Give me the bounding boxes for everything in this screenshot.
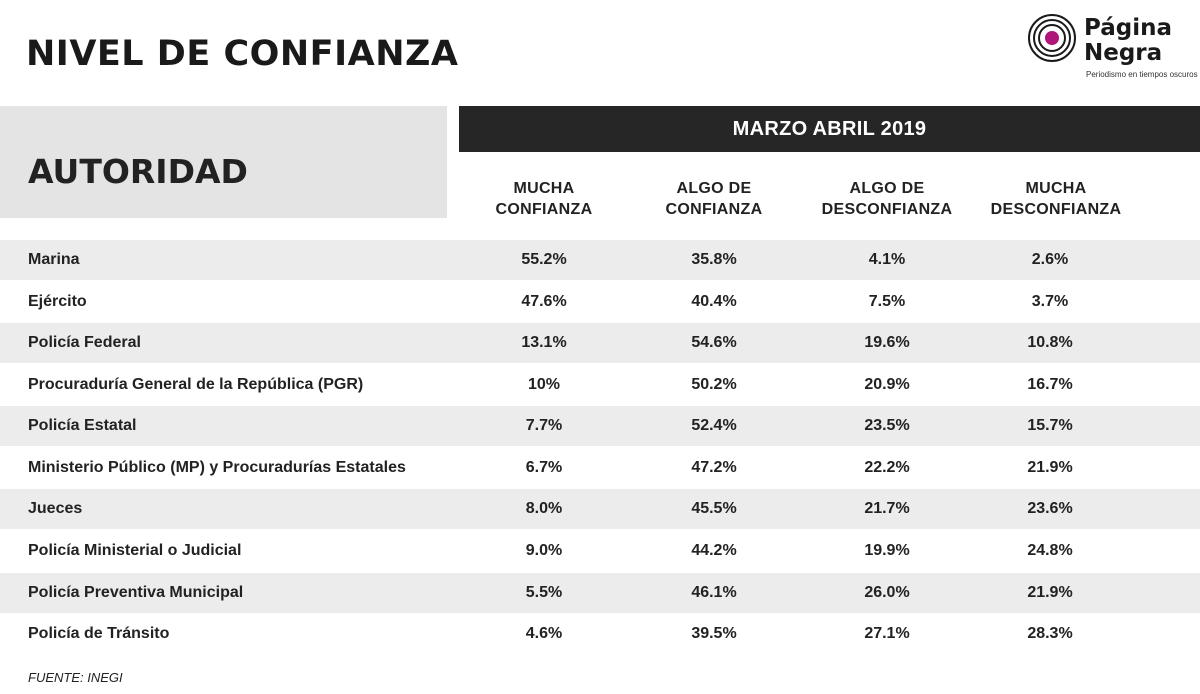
column-header-mucha-desconfianza: MUCHA DESCONFIANZA	[976, 178, 1136, 220]
period-label: MARZO ABRIL 2019	[732, 118, 927, 140]
value-cell: 21.7%	[864, 500, 910, 517]
value-cell: 19.9%	[864, 542, 910, 559]
value-cell: 4.6%	[525, 625, 563, 642]
authority-name: Policía de Tránsito	[28, 625, 170, 642]
column-header-line: CONFIANZA	[665, 201, 763, 218]
value-cell: 9.0%	[525, 542, 563, 559]
column-header-line: ALGO DE	[849, 180, 925, 197]
value-cell: 13.1%	[521, 334, 567, 351]
value-cell: 35.8%	[691, 251, 737, 268]
source-note: FUENTE: INEGI	[28, 670, 123, 685]
table-row: Procuraduría General de la República (PG…	[0, 365, 1200, 405]
table-row: Ministerio Público (MP) y Procuradurías …	[0, 448, 1200, 488]
table-row: Policía Federal 13.1% 54.6% 19.6% 10.8%	[0, 323, 1200, 363]
logo-wordmark: Página Negra	[1084, 16, 1172, 66]
value-cell: 21.9%	[1027, 459, 1073, 476]
row-header-cell: AUTORIDAD	[0, 106, 447, 218]
value-cell: 22.2%	[864, 459, 910, 476]
column-header-line: MUCHA	[513, 180, 575, 197]
table-row: Policía Ministerial o Judicial 9.0% 44.2% 1…	[0, 531, 1200, 571]
value-cell: 10.8%	[1027, 334, 1073, 351]
value-cell: 19.6%	[864, 334, 910, 351]
table-row: Policía Preventiva Municipal 5.5% 46.1% 26.…	[0, 573, 1200, 613]
authority-name: Policía Ministerial o Judicial	[28, 542, 242, 559]
value-cell: 6.7%	[525, 459, 563, 476]
value-cell: 4.1%	[868, 251, 906, 268]
table-row: Ejército 47.6% 40.4% 7.5% 3.7%	[0, 282, 1200, 322]
value-cell: 27.1%	[864, 625, 910, 642]
table-row: Policía Estatal 7.7% 52.4% 23.5% 15.7%	[0, 406, 1200, 446]
value-cell: 44.2%	[691, 542, 737, 559]
value-cell: 16.7%	[1027, 376, 1073, 393]
value-cell: 39.5%	[691, 625, 737, 642]
value-cell: 23.5%	[864, 417, 910, 434]
value-cell: 54.6%	[691, 334, 737, 351]
value-cell: 47.6%	[521, 293, 567, 310]
column-header-algo-de-desconfianza: ALGO DE DESCONFIANZA	[807, 178, 967, 220]
value-cell: 5.5%	[525, 584, 563, 601]
value-cell: 46.1%	[691, 584, 737, 601]
authority-name: Policía Federal	[28, 334, 141, 351]
table-row: Policía de Tránsito 4.6% 39.5% 27.1% 28.3%	[0, 614, 1200, 654]
pagina-negra-logo: Página Negra Periodismo en tiempos oscur…	[1026, 10, 1198, 82]
authority-name: Marina	[28, 251, 80, 268]
value-cell: 52.4%	[691, 417, 737, 434]
logo-line-2: Negra	[1084, 40, 1163, 66]
column-header-line: MUCHA	[1025, 180, 1087, 197]
value-cell: 26.0%	[864, 584, 910, 601]
value-cell: 15.7%	[1027, 417, 1073, 434]
column-header-mucha-confianza: MUCHA CONFIANZA	[464, 178, 624, 220]
authority-name: Ejército	[28, 293, 87, 310]
period-header: MARZO ABRIL 2019	[459, 106, 1200, 152]
value-cell: 24.8%	[1027, 542, 1073, 559]
authority-name: Jueces	[28, 500, 83, 517]
value-cell: 8.0%	[525, 500, 563, 517]
column-header-line: DESCONFIANZA	[990, 201, 1122, 218]
authority-name: Policía Estatal	[28, 417, 137, 434]
column-header-line: ALGO DE	[676, 180, 752, 197]
page-title: NIVEL DE CONFIANZA	[26, 34, 459, 74]
value-cell: 40.4%	[691, 293, 737, 310]
value-cell: 28.3%	[1027, 625, 1073, 642]
logo-line-1: Página	[1084, 15, 1173, 41]
column-header-line: CONFIANZA	[495, 201, 593, 218]
logo-rings-icon	[1028, 14, 1076, 62]
table-row: Marina 55.2% 35.8% 4.1% 2.6%	[0, 240, 1200, 280]
value-cell: 7.7%	[525, 417, 563, 434]
value-cell: 47.2%	[691, 459, 737, 476]
value-cell: 20.9%	[864, 376, 910, 393]
value-cell: 55.2%	[521, 251, 567, 268]
value-cell: 10%	[527, 376, 561, 393]
column-header-algo-de-confianza: ALGO DE CONFIANZA	[634, 178, 794, 220]
value-cell: 45.5%	[691, 500, 737, 517]
authority-name: Ministerio Público (MP) y Procuradurías …	[28, 459, 406, 476]
logo-tagline: Periodismo en tiempos oscuros	[1086, 70, 1198, 79]
value-cell: 21.9%	[1027, 584, 1073, 601]
authority-name: Policía Preventiva Municipal	[28, 584, 244, 601]
value-cell: 2.6%	[1031, 251, 1069, 268]
value-cell: 23.6%	[1027, 500, 1073, 517]
authority-name: Procuraduría General de la República (PG…	[28, 376, 364, 393]
value-cell: 50.2%	[691, 376, 737, 393]
table-row: Jueces 8.0% 45.5% 21.7% 23.6%	[0, 489, 1200, 529]
value-cell: 3.7%	[1031, 293, 1069, 310]
value-cell: 7.5%	[868, 293, 906, 310]
row-header-label: AUTORIDAD	[28, 152, 248, 191]
column-header-line: DESCONFIANZA	[821, 201, 953, 218]
